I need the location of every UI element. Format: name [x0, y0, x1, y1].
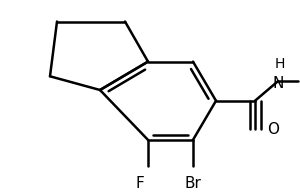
- Text: F: F: [136, 176, 144, 191]
- Text: Br: Br: [184, 176, 201, 191]
- Text: O: O: [267, 122, 279, 137]
- Text: H: H: [275, 57, 285, 71]
- Text: N: N: [272, 76, 284, 91]
